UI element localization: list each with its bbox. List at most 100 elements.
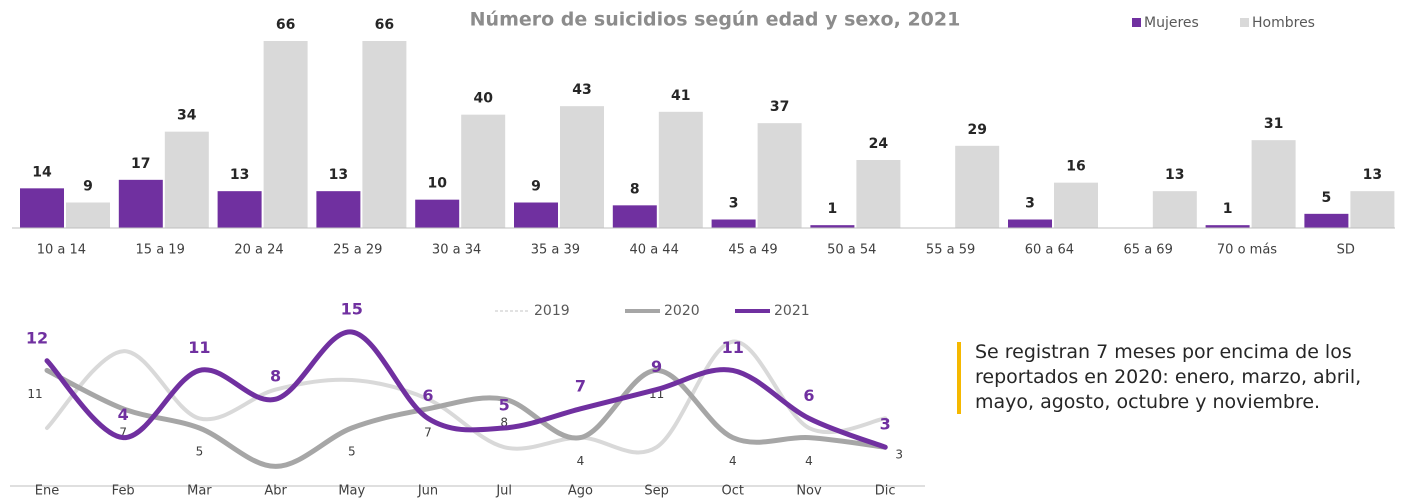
note-line: mayo, agosto, octubre y noviembre.: [975, 391, 1321, 413]
x-tick-label: 30 a 34: [432, 243, 481, 258]
x-tick-label: 50 a 54: [827, 243, 876, 258]
data-label: 6: [803, 386, 814, 405]
data-label: 8: [500, 416, 508, 430]
data-label: 13: [230, 167, 249, 183]
note: Se registran 7 meses por encima de los r…: [957, 342, 1406, 414]
x-tick-label: 10 a 14: [37, 243, 86, 258]
data-label: 7: [424, 425, 432, 439]
bar: [560, 106, 604, 228]
x-tick-label: Dic: [875, 484, 896, 499]
x-tick-label: Feb: [112, 484, 135, 499]
bar: [612, 205, 657, 228]
x-tick-label: Mar: [187, 484, 212, 499]
x-tick-label: 60 a 64: [1025, 243, 1074, 258]
bar: [1304, 213, 1349, 228]
data-label: 7: [575, 376, 586, 395]
x-tick-label: Ene: [35, 484, 59, 499]
data-label: 3: [880, 415, 891, 434]
bar: [955, 145, 1000, 228]
data-label: 9: [651, 357, 662, 376]
data-label: 15: [341, 300, 363, 319]
bar: [217, 191, 262, 228]
bar: [856, 160, 901, 228]
x-tick-label: 40 a 44: [630, 243, 679, 258]
data-label: 29: [967, 122, 986, 138]
data-label: 7: [119, 425, 127, 439]
data-label: 4: [729, 454, 737, 468]
bar: [1008, 219, 1052, 228]
line: [44, 367, 888, 469]
data-label: 4: [118, 405, 129, 424]
x-tick-label: Oct: [722, 484, 744, 499]
x-tick-label: 70 o más: [1217, 243, 1277, 258]
data-label: 4: [805, 454, 813, 468]
line: [44, 329, 888, 450]
data-label: 17: [131, 156, 150, 172]
data-label: 11: [722, 338, 744, 357]
data-label: 12: [26, 328, 48, 347]
data-label: 5: [1322, 190, 1332, 206]
data-label: 9: [83, 179, 93, 195]
x-tick-label: Nov: [796, 484, 822, 499]
line: [45, 339, 888, 455]
data-label: 66: [375, 17, 394, 33]
legend-label: 2021: [774, 303, 810, 319]
data-label: 24: [869, 136, 889, 152]
legend-label: Hombres: [1252, 15, 1315, 31]
data-label: 34: [177, 108, 197, 124]
x-tick-label: Ago: [568, 484, 593, 499]
data-label: 13: [1165, 167, 1184, 183]
legend-swatch: [1132, 18, 1141, 27]
bar: [461, 114, 506, 228]
data-label: 3: [895, 448, 903, 462]
x-tick-label: 15 a 19: [136, 243, 185, 258]
bar: [711, 219, 756, 228]
data-label: 13: [329, 167, 348, 183]
data-label: 1: [828, 201, 838, 217]
data-label: 11: [27, 387, 42, 401]
data-label: 9: [531, 179, 541, 195]
x-tick-label: SD: [1337, 243, 1355, 258]
x-tick-label: 65 a 69: [1124, 243, 1173, 258]
bar: [20, 188, 64, 228]
bar: [1350, 191, 1395, 228]
data-label: 14: [32, 164, 52, 180]
bar: [362, 41, 407, 228]
data-label: 5: [499, 396, 510, 415]
data-label: 6: [422, 386, 433, 405]
bar: [1054, 182, 1098, 228]
x-tick-label: Jun: [417, 484, 438, 499]
x-tick-label: Abr: [264, 484, 287, 499]
bar: [658, 111, 703, 228]
legend-label: 2020: [664, 303, 700, 319]
bar: [66, 202, 110, 228]
legend-label: 2019: [534, 303, 570, 319]
data-label: 40: [473, 91, 493, 107]
bar: [1205, 225, 1250, 228]
data-label: 66: [276, 17, 295, 33]
data-label: 13: [1363, 167, 1382, 183]
chart-title: Número de suicidios según edad y sexo, 2…: [470, 9, 961, 31]
data-label: 4: [577, 454, 585, 468]
bar: [810, 225, 855, 228]
data-label: 5: [348, 445, 356, 459]
x-tick-label: 35 a 39: [531, 243, 580, 258]
legend-swatch: [1240, 18, 1249, 27]
data-label: 16: [1066, 159, 1085, 175]
data-label: 43: [572, 82, 591, 98]
bar: [1251, 140, 1296, 228]
data-label: 3: [729, 196, 739, 212]
data-label: 37: [770, 99, 789, 115]
bar: [164, 131, 209, 228]
bar: [118, 179, 163, 228]
x-tick-label: Jul: [495, 484, 512, 499]
x-tick-label: 45 a 49: [728, 243, 777, 258]
note-line: Se registran 7 meses por encima de los: [975, 342, 1352, 363]
data-label: 1: [1223, 201, 1233, 217]
x-tick-label: May: [338, 484, 365, 499]
bar: [415, 199, 460, 228]
legend-label: Mujeres: [1144, 15, 1199, 31]
x-tick-label: Sep: [644, 484, 669, 499]
x-tick-label: 25 a 29: [333, 243, 382, 258]
